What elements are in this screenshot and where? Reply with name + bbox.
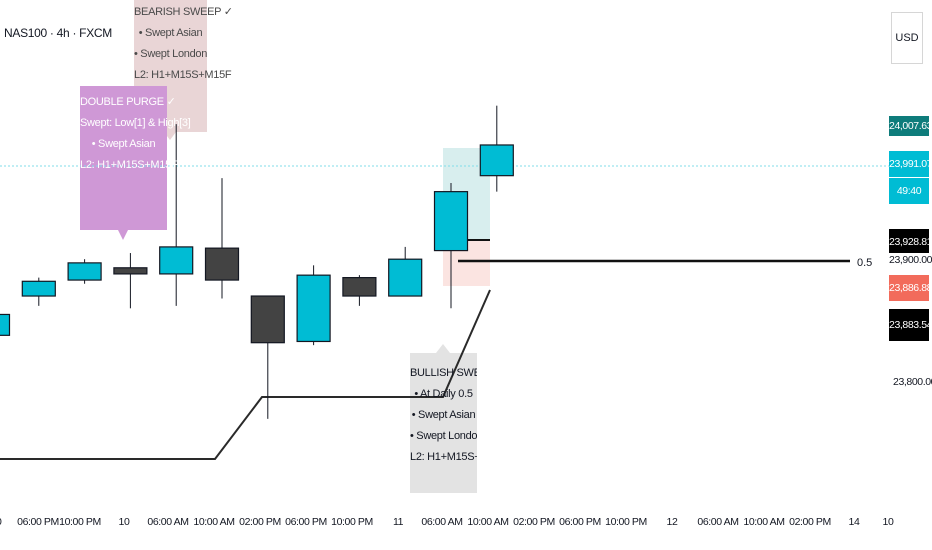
time-axis-tick: 06:00 PM xyxy=(285,516,327,528)
time-axis-tick: 12 xyxy=(667,516,678,528)
annotation-line: L2: H1+M15S+M15F xyxy=(134,69,232,81)
price-tag: 49:40 xyxy=(889,178,929,204)
price-tag: 23,900.00 xyxy=(889,253,932,267)
time-axis-tick: 02:00 PM xyxy=(513,516,555,528)
time-axis-tick: 06:00 PM xyxy=(559,516,601,528)
candle-body xyxy=(159,246,194,275)
annotation-line: • Swept Asian xyxy=(411,409,476,421)
price-tag: 23,991.07 xyxy=(889,151,932,177)
annotation-line: BULLISH SWEEP ✓ xyxy=(410,367,477,379)
time-axis-tick: 11 xyxy=(393,516,404,528)
time-axis-tick: 10:00 PM xyxy=(331,516,373,528)
annotation-line: BEARISH SWEEP ✓ xyxy=(134,6,233,18)
time-axis-tick: 10:00 AM xyxy=(743,516,784,528)
candle-body xyxy=(204,247,240,281)
candle-body xyxy=(433,191,469,252)
price-tag: 23,886.88 xyxy=(889,275,932,301)
time-axis-tick: 10:00 PM xyxy=(59,516,101,528)
candle-body xyxy=(479,144,514,177)
annotation-line: • Swept London xyxy=(410,430,477,442)
price-tag: 23,928.81 xyxy=(889,229,932,255)
annotation-line: L2: H1+M15S+M15F xyxy=(80,159,178,171)
candle-body xyxy=(342,277,377,297)
sweep-level-line xyxy=(0,289,491,460)
candle-body xyxy=(0,313,11,336)
candle-body xyxy=(388,258,423,297)
time-axis-tick: 02:00 PM xyxy=(239,516,281,528)
time-axis-tick: 14 xyxy=(849,516,860,528)
annotation-line: DOUBLE PURGE ✓ xyxy=(80,96,176,108)
price-axis-tick: 23,800.00 xyxy=(893,376,932,388)
candle-body xyxy=(250,295,285,344)
time-axis-tick: 06:00 PM xyxy=(17,516,59,528)
time-axis-tick: 06:00 AM xyxy=(147,516,188,528)
time-axis-tick: 06:00 AM xyxy=(421,516,462,528)
time-axis-tick: 10 xyxy=(119,516,130,528)
time-axis-tick: 06:00 AM xyxy=(697,516,738,528)
time-axis-tick: 02:00 PM xyxy=(789,516,831,528)
annotation-line: L2: H1+M15S+M15F xyxy=(410,451,477,463)
candle-body xyxy=(113,267,148,275)
candle-body xyxy=(67,262,102,281)
time-axis-tick: 10 xyxy=(883,516,894,528)
time-axis-tick: 10:00 AM xyxy=(467,516,508,528)
annotation-line: Swept: Low[1] & High[3] xyxy=(80,117,191,129)
price-tag: 24,007.63 xyxy=(889,116,932,136)
bullish-bubble xyxy=(410,344,477,493)
time-axis-tick: 10 xyxy=(0,516,2,528)
annotation-line: • At Daily 0.5 xyxy=(414,388,473,400)
price-tag: 23,883.54 xyxy=(889,309,932,341)
currency-button[interactable]: USD xyxy=(891,12,923,64)
double-purge-annotation[interactable]: DOUBLE PURGE ✓ Swept: Low[1] & High[3] •… xyxy=(80,86,191,230)
candle-body xyxy=(296,274,331,343)
annotation-line: • Swept London xyxy=(134,48,208,60)
bearish-sweep-annotation[interactable]: BEARISH SWEEP ✓ • Swept Asian • Swept Lo… xyxy=(134,0,233,132)
candle-body xyxy=(21,280,56,297)
annotation-line: • Swept Asian xyxy=(138,27,203,39)
time-axis-tick: 10:00 PM xyxy=(605,516,647,528)
bullish-sweep-annotation[interactable]: BULLISH SWEEP ✓ • At Daily 0.5 • Swept A… xyxy=(410,353,477,493)
symbol-title: NAS100 · 4h · FXCM xyxy=(4,26,112,40)
time-axis-tick: 10:00 AM xyxy=(193,516,234,528)
annotation-line: • Swept Asian xyxy=(91,138,156,150)
double-bubble xyxy=(80,86,167,240)
level-label: 0.5 xyxy=(857,257,872,269)
